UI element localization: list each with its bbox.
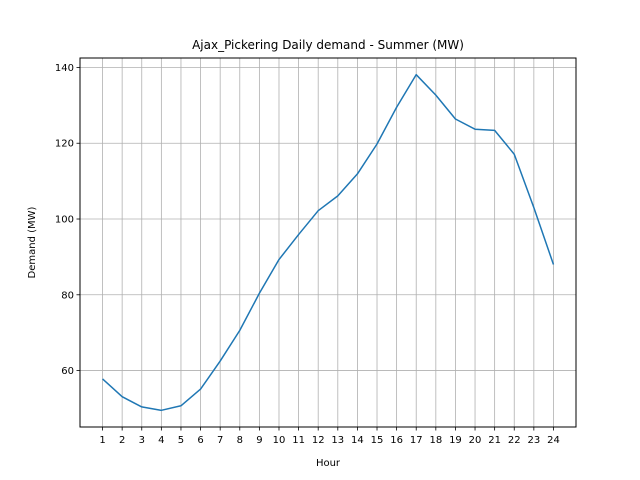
grid-lines — [80, 58, 576, 427]
y-tick-label: 120 — [55, 139, 74, 150]
x-tick-label: 24 — [547, 435, 560, 446]
x-tick-label: 1 — [99, 435, 105, 446]
plot-frame — [79, 57, 577, 428]
x-tick-label: 2 — [119, 435, 125, 446]
chart-title: Ajax_Pickering Daily demand - Summer (MW… — [192, 38, 464, 52]
x-tick-label: 9 — [256, 435, 262, 446]
y-axis-label: Demand (MW) — [27, 206, 38, 278]
x-tick-label: 8 — [237, 435, 243, 446]
x-tick-label: 13 — [331, 435, 344, 446]
y-tick-label: 100 — [55, 215, 74, 226]
x-tick-label: 5 — [178, 435, 184, 446]
x-tick-label: 11 — [292, 435, 305, 446]
x-tick-label: 22 — [508, 435, 521, 446]
x-tick-label: 17 — [410, 435, 423, 446]
x-tick-label: 23 — [527, 435, 540, 446]
x-tick-label: 18 — [429, 435, 442, 446]
y-tick-label: 60 — [61, 366, 74, 377]
y-tick-label: 140 — [55, 63, 74, 74]
x-tick-label: 7 — [217, 435, 223, 446]
x-tick-label: 21 — [488, 435, 501, 446]
x-axis-label: Hour — [316, 458, 341, 469]
demand-series-line — [102, 73, 555, 412]
x-tick-label: 10 — [273, 435, 286, 446]
x-tick-label: 19 — [449, 435, 462, 446]
x-tick-label: 14 — [351, 435, 364, 446]
x-tick-label: 20 — [469, 435, 482, 446]
x-tick-label: 3 — [139, 435, 145, 446]
y-tick-label: 80 — [61, 290, 74, 301]
series-layer — [102, 73, 555, 412]
x-tick-label: 4 — [158, 435, 164, 446]
x-tick-label: 12 — [312, 435, 325, 446]
x-tick-label: 16 — [390, 435, 403, 446]
x-tick-label: 6 — [197, 435, 203, 446]
x-tick-label: 15 — [371, 435, 384, 446]
axis-ticks: 1 2 3 4 5 6 7 8 9 10 11 12 13 14 15 16 17 18 19 20 21 22 23 246… — [55, 63, 560, 446]
